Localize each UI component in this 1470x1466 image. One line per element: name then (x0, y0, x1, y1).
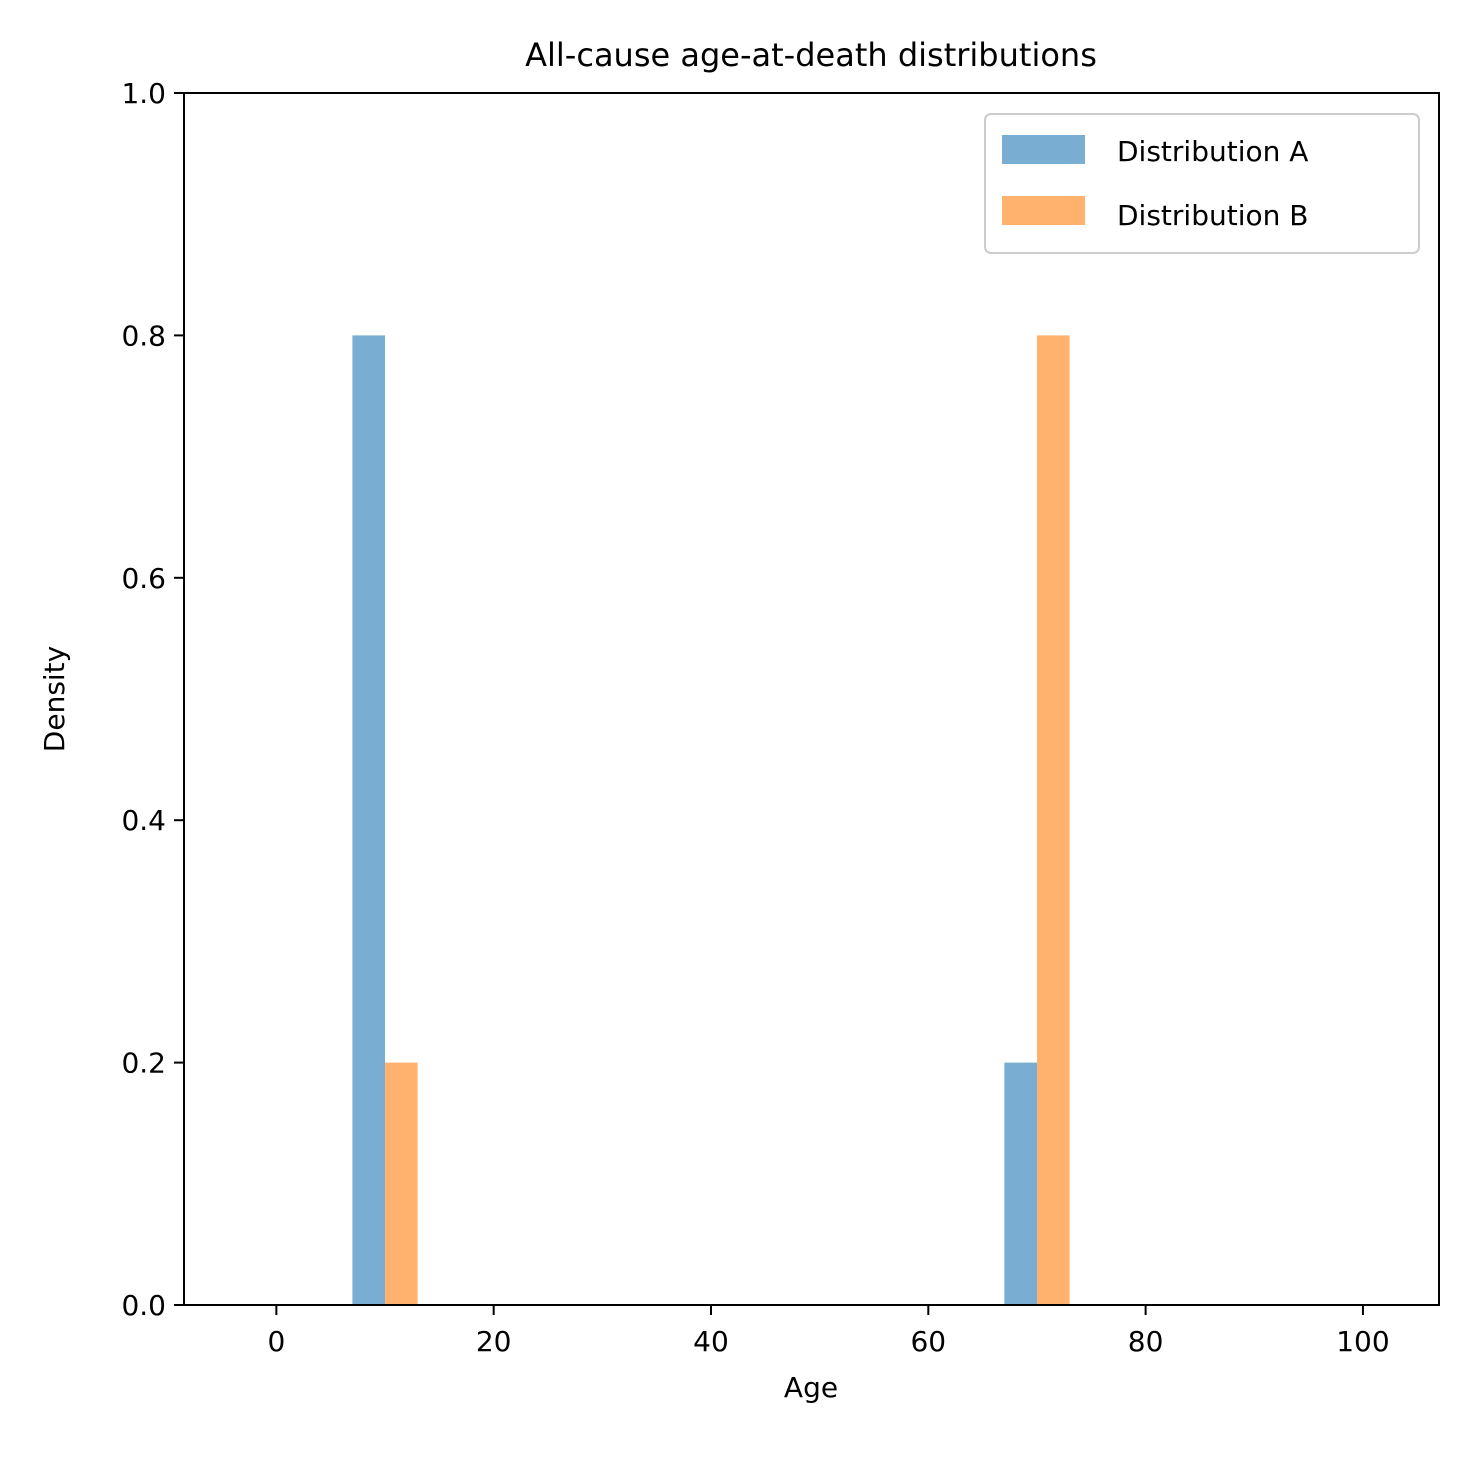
chart-title: All-cause age-at-death distributions (525, 36, 1097, 74)
bar-distribution-a-1 (1004, 1062, 1037, 1305)
x-axis-label: Age (784, 1371, 838, 1404)
x-axis-ticks: 0 20 40 60 80 100 (267, 1305, 1390, 1358)
y-axis-label: Density (38, 646, 71, 752)
y-tick-label: 1.0 (121, 77, 166, 110)
plot-frame (183, 92, 1440, 1306)
bar-distribution-b-1 (1036, 335, 1070, 1305)
legend: Distribution A Distribution B (984, 113, 1420, 254)
legend-swatch-distribution-a (1002, 135, 1085, 164)
x-tick-label: 80 (1128, 1325, 1164, 1358)
y-tick-label: 0.8 (121, 319, 166, 352)
bar-distribution-b-0 (385, 1062, 418, 1305)
y-tick-label: 0.2 (121, 1047, 166, 1080)
bars-layer (352, 335, 1070, 1305)
x-tick-label: 20 (476, 1325, 512, 1358)
y-tick-label: 0.4 (121, 804, 166, 837)
y-tick-label: 0.0 (121, 1289, 166, 1322)
legend-swatch-distribution-b (1002, 196, 1085, 225)
legend-label-distribution-a: Distribution A (1117, 135, 1308, 168)
y-tick-label: 0.6 (121, 562, 166, 595)
x-tick-label: 60 (910, 1325, 946, 1358)
x-tick-label: 0 (267, 1325, 285, 1358)
bar-distribution-a-0 (352, 335, 386, 1305)
y-axis-ticks: 0.0 0.2 0.4 0.6 0.8 1.0 (121, 77, 184, 1322)
legend-frame (984, 113, 1420, 254)
x-tick-label: 40 (693, 1325, 729, 1358)
legend-label-distribution-b: Distribution B (1117, 199, 1308, 232)
x-tick-label: 100 (1336, 1325, 1389, 1358)
